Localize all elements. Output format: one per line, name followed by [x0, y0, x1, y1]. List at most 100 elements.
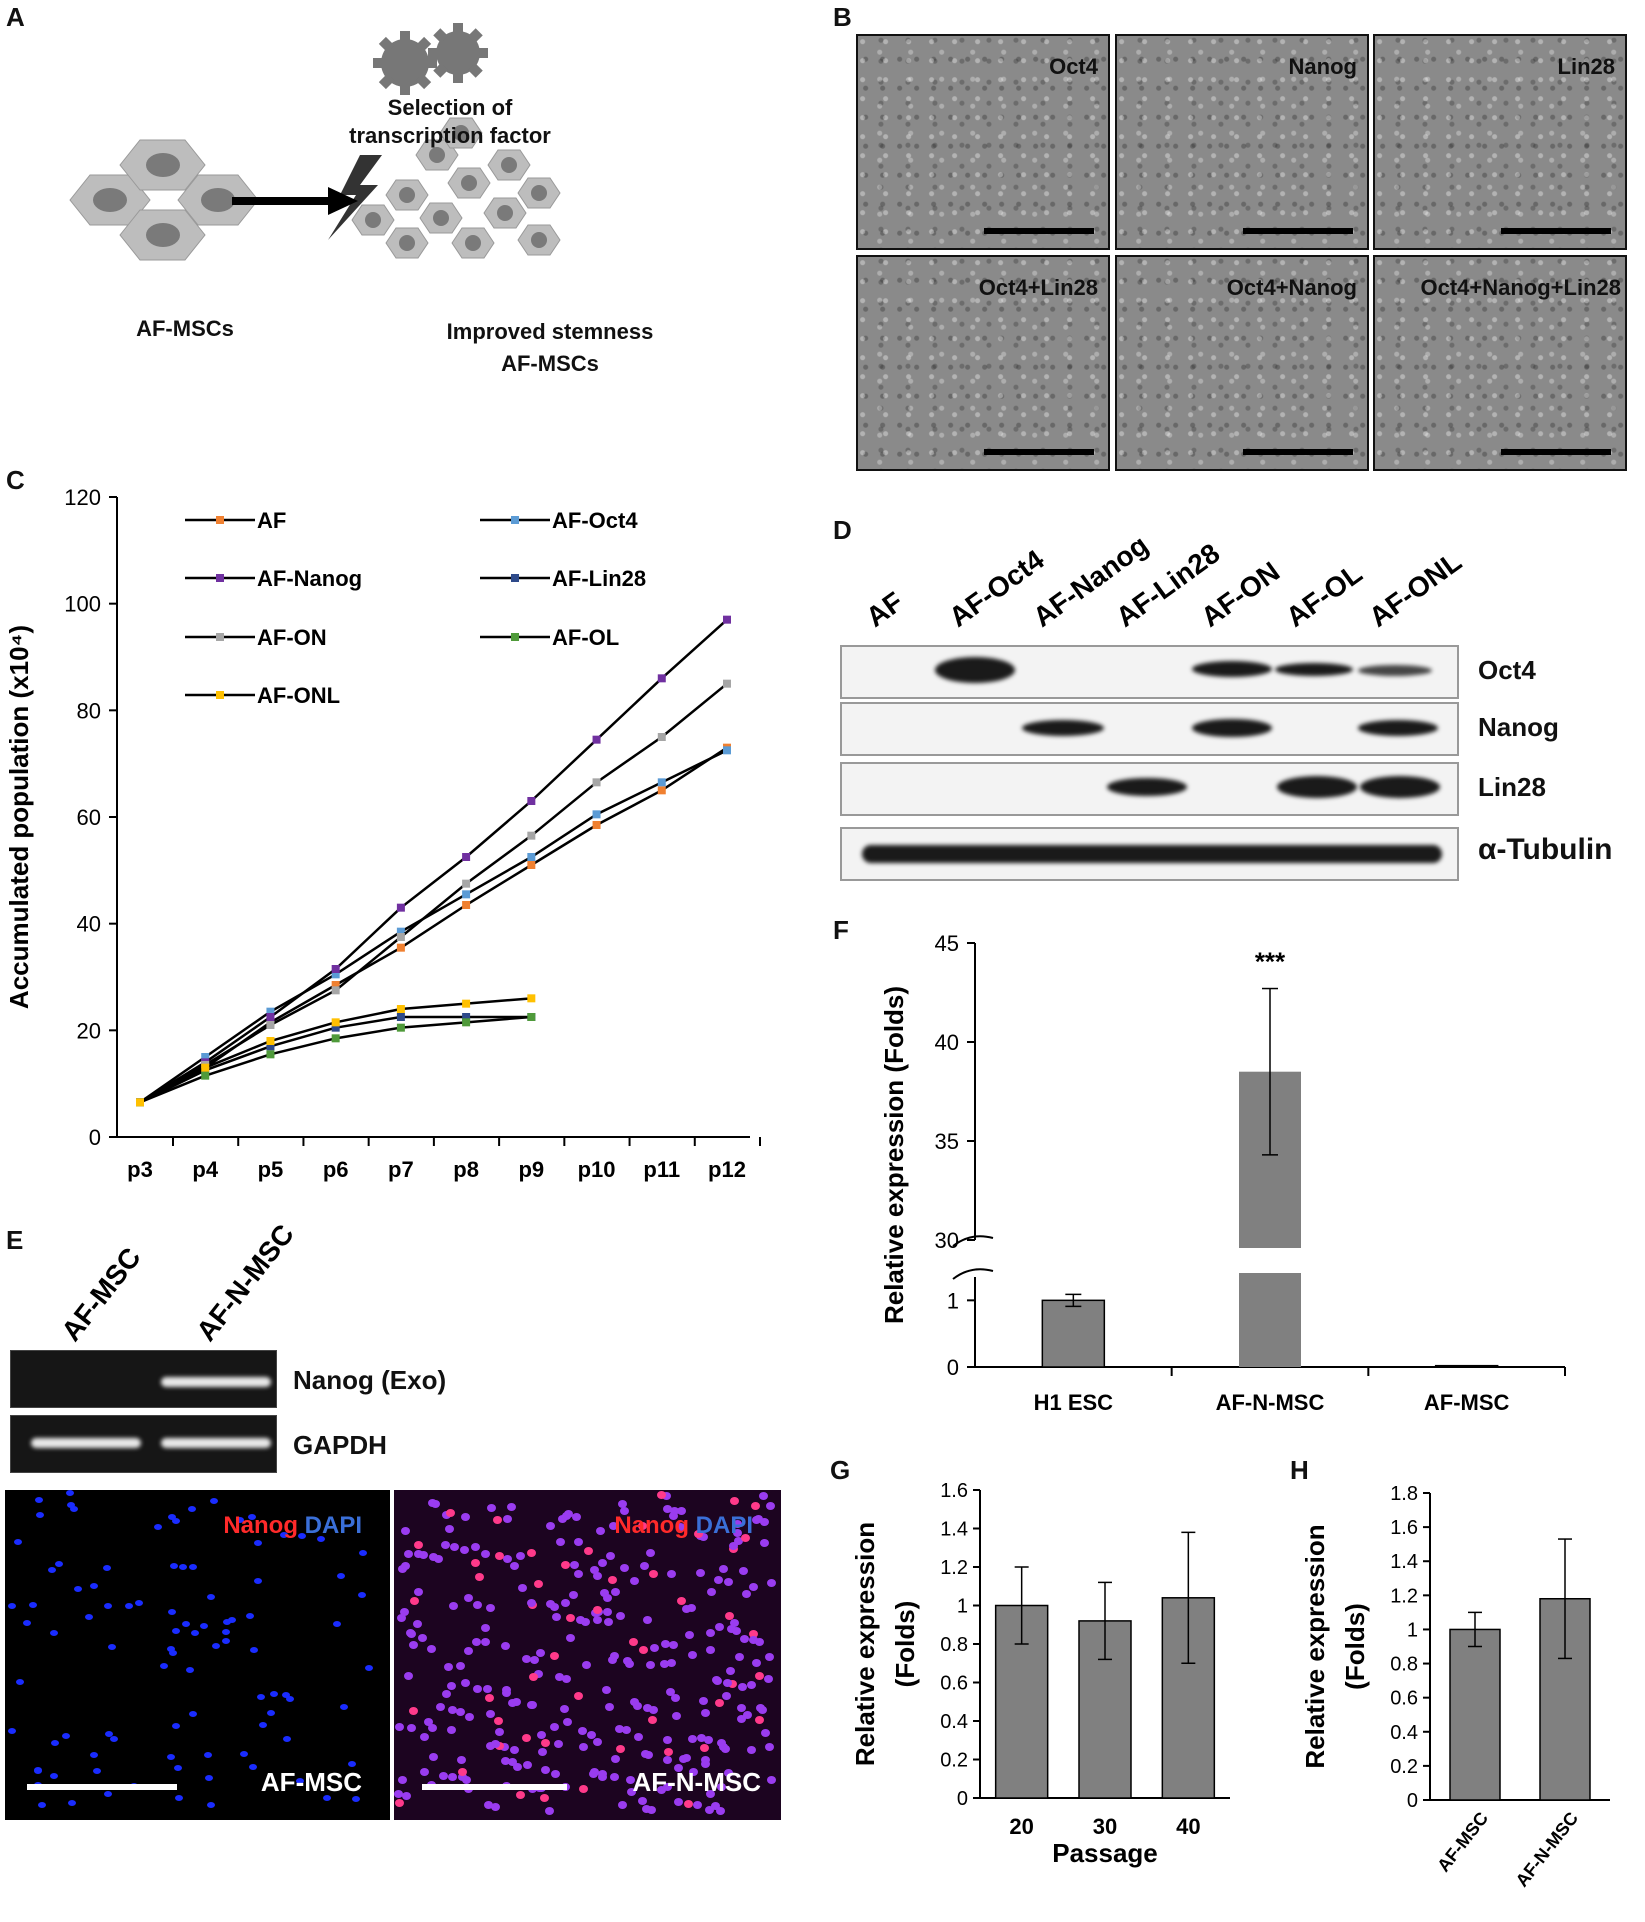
nucleus: [449, 1602, 459, 1611]
blot-lane-label: AF-ONL: [1363, 546, 1467, 633]
nucleus: [171, 1518, 180, 1525]
nucleus: [583, 1546, 593, 1555]
nucleus: [573, 1691, 583, 1700]
nucleus: [404, 1550, 414, 1559]
nucleus: [620, 1507, 630, 1516]
nucleus: [750, 1501, 760, 1510]
nucleus: [15, 1679, 24, 1686]
scale-bar: [27, 1784, 177, 1790]
arrow-icon: [328, 187, 358, 215]
nucleus: [470, 1542, 480, 1551]
nucleus: [460, 1512, 470, 1521]
x-tick-label: p4: [192, 1157, 218, 1182]
data-point: [331, 986, 340, 995]
y-tick-label: 0.2: [940, 1750, 968, 1772]
y-tick-label: 0.6: [940, 1673, 968, 1695]
nucleus: [108, 1643, 117, 1650]
nucleus: [456, 1661, 466, 1670]
nucleus: [537, 1747, 547, 1756]
nucleus: [740, 1634, 750, 1643]
nucleus: [396, 1614, 406, 1622]
nucleus: [663, 1755, 673, 1764]
nucleus: [417, 1633, 427, 1642]
nucleus: [285, 1695, 294, 1702]
nucleus: [621, 1725, 631, 1734]
bar: [1239, 1273, 1301, 1367]
series-line-af: [139, 746, 728, 1104]
x-tick-label: AF-MSC: [1433, 1808, 1492, 1875]
nucleus: [615, 1744, 625, 1753]
legend-entry: AF-OL: [552, 625, 619, 650]
nucleus: [228, 1616, 237, 1623]
legend-entry: AF-ON: [257, 625, 327, 650]
nucleus: [35, 1511, 44, 1518]
nucleus: [406, 1628, 416, 1637]
data-point: [462, 879, 471, 888]
panel-a-letter: A: [6, 2, 25, 32]
nucleus: [463, 1593, 473, 1602]
nucleus: [461, 1775, 471, 1784]
series-line-af-nanog: [139, 618, 728, 1104]
nucleus: [441, 1690, 451, 1699]
panel-a-right-label-1: Improved stemness: [446, 319, 654, 344]
nucleus: [428, 1724, 438, 1733]
y-tick-label: 60: [77, 805, 101, 830]
fluor-label-af-n-msc: AF-N-MSC: [632, 1767, 761, 1797]
panel-e-letter: E: [6, 1225, 24, 1255]
nucleus: [204, 1775, 213, 1782]
nucleus: [737, 1715, 746, 1724]
micrograph-lin28: Lin28: [1373, 34, 1627, 250]
nucleus: [723, 1679, 732, 1688]
nucleus: [14, 1538, 23, 1545]
nucleus: [671, 1693, 681, 1702]
nucleus: [605, 1702, 615, 1711]
nucleus: [55, 1560, 64, 1567]
y-tick-label: 20: [77, 1018, 101, 1043]
nucleus: [751, 1659, 761, 1668]
legend-entry: AF-Nanog: [257, 566, 362, 591]
nucleus: [179, 1564, 188, 1571]
nucleus: [643, 1704, 653, 1713]
nucleus: [282, 1736, 291, 1743]
chart-c: 0 20 40 60 80 100 120 p3 p4 p5 p6 p7 p8 p9 p10 p11 p12 Ac…: [4, 485, 761, 1182]
x-tick-label: p7: [388, 1157, 414, 1182]
nucleus: [578, 1726, 588, 1735]
y-tick-label: 1.6: [1390, 1517, 1418, 1539]
nucleus: [28, 1602, 37, 1609]
gel-row-gapdh: [10, 1415, 277, 1473]
nucleus: [587, 1730, 597, 1739]
nucleus: [714, 1575, 724, 1584]
nucleus: [684, 1630, 694, 1639]
x-tick-label: AF-N-MSC: [1512, 1808, 1583, 1890]
chart-g: 0 0.2 0.4 0.6 0.8 1 1.2 1.4 1.6 20 30 40 Relative ex…: [850, 1480, 1230, 1868]
nucleus: [711, 1802, 721, 1811]
nucleus: [550, 1770, 560, 1779]
nucleus: [223, 1619, 232, 1626]
nucleus: [465, 1713, 475, 1722]
nucleus: [266, 1709, 275, 1716]
nucleus: [181, 1620, 190, 1627]
axis-break-mark: [952, 1235, 994, 1247]
nucleus: [409, 1641, 419, 1650]
nucleus: [526, 1701, 536, 1710]
x-axis-label: Passage: [1052, 1838, 1158, 1868]
data-point: [723, 615, 731, 624]
stain-label-nanog: Nanog: [614, 1512, 689, 1539]
blot-label-tubulin: α-Tubulin: [1478, 833, 1613, 866]
legend-marker: [511, 633, 519, 641]
panel-c-letter: C: [6, 465, 25, 495]
nucleus: [281, 1691, 290, 1698]
nucleus: [503, 1515, 513, 1524]
nucleus: [47, 1566, 56, 1573]
data-point: [396, 933, 405, 941]
x-tick-label: p10: [578, 1157, 616, 1182]
fluorescence-af-msc: Nanog DAPI AF-MSC: [5, 1490, 390, 1820]
data-point: [201, 1053, 210, 1061]
nucleus: [704, 1736, 714, 1745]
nucleus: [559, 1704, 569, 1713]
nucleus: [541, 1738, 551, 1747]
micrograph-label: Nanog: [1288, 54, 1357, 79]
panel-h-letter: H: [1290, 1455, 1309, 1485]
nucleus: [394, 1722, 404, 1731]
nucleus: [104, 1603, 113, 1610]
